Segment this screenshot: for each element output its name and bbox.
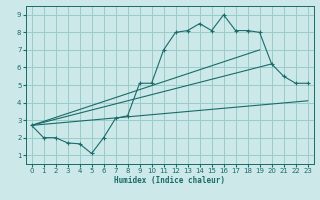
X-axis label: Humidex (Indice chaleur): Humidex (Indice chaleur): [114, 176, 225, 185]
